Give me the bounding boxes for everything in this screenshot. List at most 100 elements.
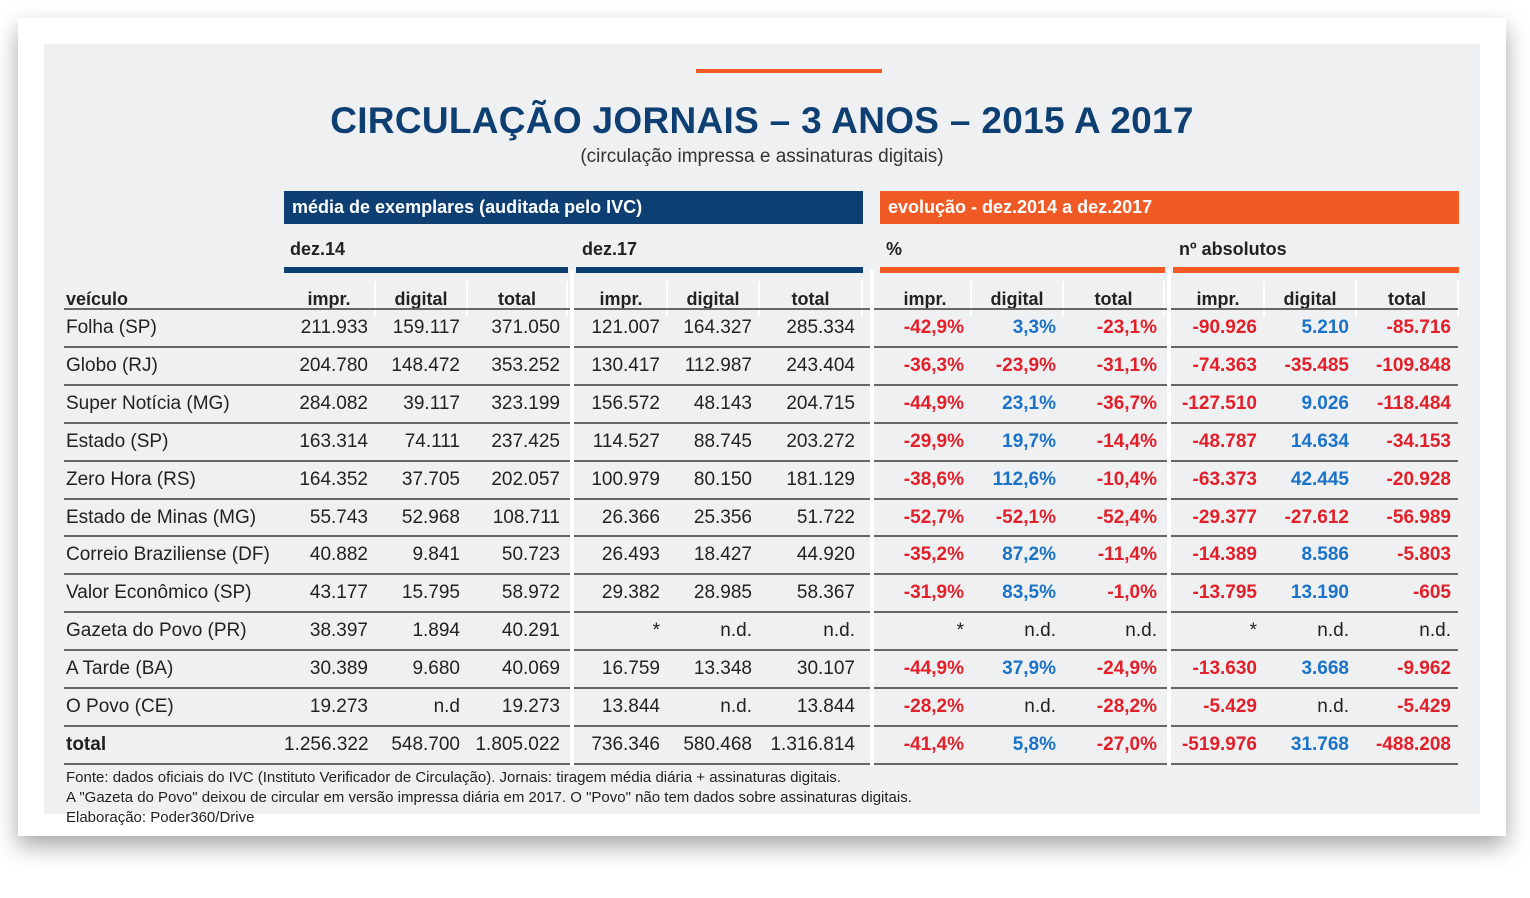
table-cell: 16.759 xyxy=(601,658,660,680)
table-cell: 203.272 xyxy=(786,430,855,452)
table-cell: -44,9% xyxy=(903,658,964,680)
table-cell: 43.177 xyxy=(309,582,368,604)
table-cell: 15.795 xyxy=(401,582,460,604)
table-cell: 25.356 xyxy=(693,506,752,528)
table-cell: -28,2% xyxy=(903,696,964,717)
table-cell: 88.745 xyxy=(693,430,752,452)
row-divider xyxy=(64,459,1458,462)
table-cell: 13.348 xyxy=(693,658,752,680)
table-cell: -90.926 xyxy=(1192,317,1257,338)
table-cell: 371.050 xyxy=(491,317,560,338)
table-cell: 1.256.322 xyxy=(284,733,369,755)
table-cell: 38.397 xyxy=(309,620,368,642)
table-cell: 112.987 xyxy=(684,354,752,376)
table-cell: 1.805.022 xyxy=(475,733,560,755)
page-subtitle: (circulação impressa e assinaturas digit… xyxy=(580,146,944,167)
table-cell: n.d. xyxy=(1024,696,1056,717)
table-cell: 80.150 xyxy=(693,468,752,490)
table-cell: 204.715 xyxy=(786,392,855,414)
table-cell: -109.848 xyxy=(1375,354,1451,376)
row-divider xyxy=(64,308,1458,310)
column-header: impr. xyxy=(880,281,972,317)
table-cell: -13.630 xyxy=(1192,658,1257,680)
table-cell: n.d. xyxy=(720,620,752,642)
table-cell: 156.572 xyxy=(591,392,660,414)
footer-source: Fonte: dados oficiais do IVC (Instituto … xyxy=(66,769,841,786)
table-cell: -5.803 xyxy=(1397,544,1451,566)
table-cell: 148.472 xyxy=(391,354,460,376)
table-cell: 40.291 xyxy=(501,620,560,642)
table-cell: 204.780 xyxy=(299,354,368,376)
table-cell: 58.367 xyxy=(796,582,855,604)
table-cell: 48.143 xyxy=(693,392,752,414)
table-cell: 30.107 xyxy=(796,658,855,680)
table-cell: 87,2% xyxy=(1002,544,1056,566)
table-cell: 285.334 xyxy=(786,317,855,338)
group-dez14: dez.14 xyxy=(284,231,568,273)
table-cell: -118.484 xyxy=(1377,392,1451,414)
table-cell: n.d. xyxy=(823,620,855,642)
table-cell: 163.314 xyxy=(299,430,368,452)
table-cell: 284.082 xyxy=(299,392,368,414)
table-cell: 14.634 xyxy=(1290,430,1349,452)
table-cell: * xyxy=(652,620,660,642)
column-header: impr. xyxy=(1173,281,1265,317)
table-cell: -29.377 xyxy=(1192,506,1257,528)
table-cell: -52,4% xyxy=(1096,506,1157,528)
table-cell: 9.841 xyxy=(412,544,460,566)
table-cell: -36,3% xyxy=(903,354,964,376)
row-divider xyxy=(64,573,1458,576)
row-label: A Tarde (BA) xyxy=(66,658,174,680)
table-cell: 121.007 xyxy=(591,317,660,338)
column-header: impr. xyxy=(284,281,376,317)
header-bar-average: média de exemplares (auditada pelo IVC) xyxy=(284,191,863,224)
table-cell: 13.844 xyxy=(796,696,855,717)
table-cell: * xyxy=(1249,620,1257,642)
row-label: O Povo (CE) xyxy=(66,696,174,717)
table-cell: -36,7% xyxy=(1096,392,1157,414)
table-cell: -52,7% xyxy=(903,506,964,528)
column-header: total xyxy=(1357,281,1459,317)
group-separator xyxy=(570,270,574,766)
table-cell: -605 xyxy=(1412,582,1451,604)
group-dez17: dez.17 xyxy=(576,231,863,273)
table-cell: -519.976 xyxy=(1181,733,1257,755)
row-divider xyxy=(64,724,1458,727)
infographic-panel: CIRCULAÇÃO JORNAIS – 3 ANOS – 2015 A 201… xyxy=(44,44,1480,826)
table-cell: 30.389 xyxy=(309,658,368,680)
table-cell: 159.117 xyxy=(392,317,460,338)
row-divider xyxy=(64,535,1458,538)
table-cell: 164.352 xyxy=(299,468,368,490)
table-cell: -28,2% xyxy=(1096,696,1157,717)
column-header-veiculo: veículo xyxy=(66,289,129,309)
row-divider xyxy=(64,497,1458,500)
table-cell: -14,4% xyxy=(1096,430,1157,452)
table-cell: 5,8% xyxy=(1012,733,1056,755)
table-cell: -9.962 xyxy=(1397,658,1451,680)
table-cell: -20.928 xyxy=(1386,468,1451,490)
table-cell: 26.493 xyxy=(601,544,660,566)
table-cell: -11,4% xyxy=(1097,544,1157,566)
row-label: Globo (RJ) xyxy=(66,354,158,376)
accent-bar xyxy=(696,69,882,73)
table-cell: 39.117 xyxy=(403,392,460,414)
column-header: impr. xyxy=(576,281,668,317)
column-header: total xyxy=(760,281,863,317)
group-absolute: nº absolutos xyxy=(1173,231,1459,273)
group-separator xyxy=(1167,270,1171,766)
column-header: total xyxy=(468,281,568,317)
table-cell: 548.700 xyxy=(391,733,460,755)
table-cell: 9.026 xyxy=(1301,392,1349,414)
row-label: Estado de Minas (MG) xyxy=(66,506,257,528)
table-cell: n.d. xyxy=(1317,620,1349,642)
table-cell: -10,4% xyxy=(1096,468,1157,490)
table-cell: -85.716 xyxy=(1386,317,1451,338)
table-cell: 108.711 xyxy=(492,506,560,528)
table-cell: -127.510 xyxy=(1181,392,1257,414)
table-cell: 26.366 xyxy=(601,506,660,528)
table-cell: 100.979 xyxy=(591,468,660,490)
table-cell: n.d xyxy=(433,696,460,717)
row-label: Zero Hora (RS) xyxy=(66,468,196,490)
table-cell: 112,6% xyxy=(992,468,1056,490)
table-cell: 202.057 xyxy=(491,468,560,490)
